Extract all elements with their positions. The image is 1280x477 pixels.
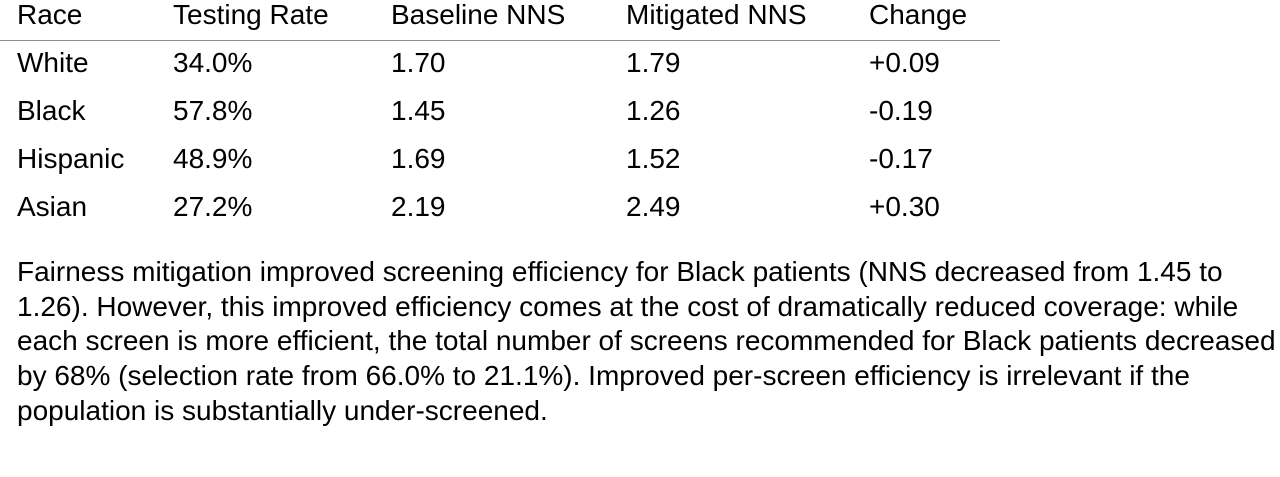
cell-race: Asian [17, 191, 88, 222]
header-change: Change [869, 0, 968, 30]
table-row: Asian 27.2% 2.19 2.49 +0.30 [0, 185, 1000, 233]
header-testing-rate: Testing Rate [173, 0, 329, 30]
cell-baseline-nns: 1.70 [391, 47, 446, 78]
cell-testing-rate: 48.9% [173, 143, 253, 174]
cell-race: Hispanic [17, 143, 125, 174]
table-row: Hispanic 48.9% 1.69 1.52 -0.17 [0, 137, 1000, 185]
explanatory-paragraph: Fairness mitigation improved screening e… [17, 256, 1276, 426]
header-race: Race [17, 0, 83, 30]
cell-change: +0.09 [869, 47, 940, 78]
nns-comparison-table: Race Testing Rate Baseline NNS Mitigated… [0, 0, 1000, 233]
cell-mitigated-nns: 1.52 [626, 143, 681, 174]
cell-change: +0.30 [869, 191, 940, 222]
cell-mitigated-nns: 2.49 [626, 191, 681, 222]
cell-testing-rate: 57.8% [173, 95, 253, 126]
cell-race: White [17, 47, 89, 78]
header-baseline-nns: Baseline NNS [391, 0, 566, 30]
cell-change: -0.19 [869, 95, 933, 126]
cell-mitigated-nns: 1.79 [626, 47, 681, 78]
cell-race: Black [17, 95, 86, 126]
table-row: White 34.0% 1.70 1.79 +0.09 [0, 41, 1000, 89]
header-mitigated-nns: Mitigated NNS [626, 0, 807, 30]
cell-baseline-nns: 1.45 [391, 95, 446, 126]
cell-baseline-nns: 2.19 [391, 191, 446, 222]
table-header-row: Race Testing Rate Baseline NNS Mitigated… [0, 0, 1000, 41]
cell-baseline-nns: 1.69 [391, 143, 446, 174]
table-row: Black 57.8% 1.45 1.26 -0.19 [0, 89, 1000, 137]
cell-change: -0.17 [869, 143, 933, 174]
cell-testing-rate: 27.2% [173, 191, 253, 222]
cell-testing-rate: 34.0% [173, 47, 253, 78]
cell-mitigated-nns: 1.26 [626, 95, 681, 126]
